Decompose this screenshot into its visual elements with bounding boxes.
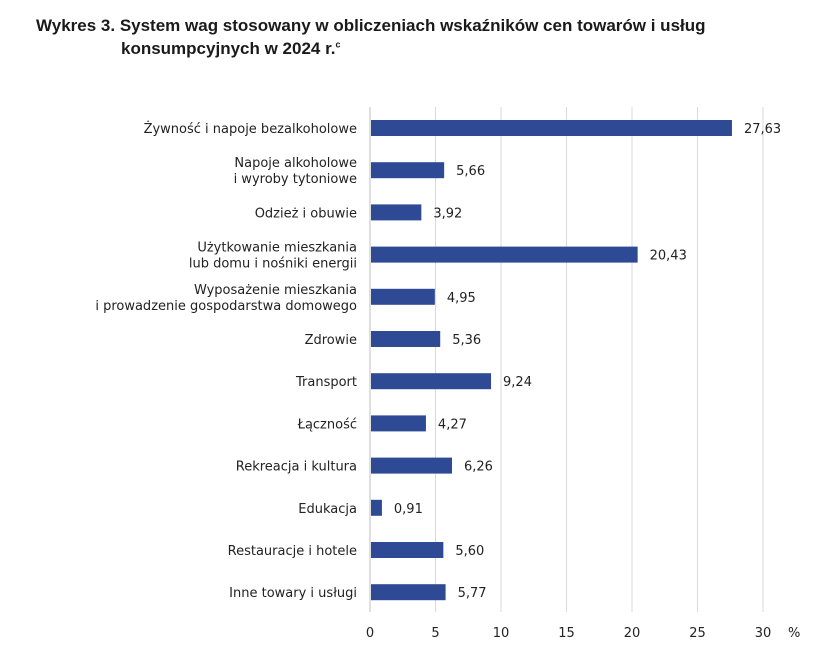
x-tick-label-6: 30	[755, 626, 772, 641]
bar-4	[371, 288, 435, 305]
bar-2	[371, 204, 422, 221]
value-label-0: 27,63	[744, 122, 781, 137]
value-label-2: 3,92	[433, 206, 462, 221]
value-label-5: 5,36	[452, 333, 481, 348]
category-label-1: Napoje alkoholowe i wyroby tytoniowe	[234, 156, 357, 187]
x-tick-label-0: 0	[366, 626, 374, 641]
chart-title-footnote: c	[335, 39, 341, 50]
bar-3	[371, 246, 638, 263]
category-label-3-line-1: lub domu i nośniki energii	[189, 257, 357, 272]
value-label-6: 9,24	[503, 375, 532, 390]
category-label-11: Inne towary i usługi	[229, 586, 357, 601]
bar-8	[371, 457, 453, 474]
category-label-2: Odzież i obuwie	[255, 206, 357, 221]
bar-6	[371, 373, 492, 390]
category-label-0: Żywność i napoje bezalkoholowe	[144, 121, 357, 137]
category-label-3: Użytkowanie mieszkania lub domu i nośniki…	[189, 241, 357, 272]
category-label-4-line-1: i prowadzenie gospodarstwa domowego	[95, 299, 357, 314]
bar-9	[371, 499, 382, 516]
value-label-8: 6,26	[464, 460, 493, 475]
category-label-9: Edukacja	[298, 502, 357, 517]
value-label-9: 0,91	[394, 502, 423, 517]
bar-11	[371, 584, 446, 601]
value-label-1: 5,66	[456, 164, 485, 179]
category-label-10: Restauracje i hotele	[228, 544, 357, 559]
x-tick-label-3: 15	[558, 626, 575, 641]
x-tick-label-1: 5	[431, 626, 439, 641]
chart-title-line2-wrap: konsumpcyjnych w 2024 r.c	[36, 37, 706, 60]
category-label-8: Rekreacja i kultura	[236, 460, 357, 475]
x-unit-label: %	[788, 626, 800, 641]
category-label-3-line-0: Użytkowanie mieszkania	[197, 241, 357, 256]
chart-title-line1: System wag stosowany w obliczeniach wska…	[119, 16, 706, 35]
category-label-4: Wyposażenie mieszkania i prowadzenie gosp…	[95, 283, 357, 314]
bar-1	[371, 162, 445, 179]
category-label-1-line-0: Napoje alkoholowe	[234, 156, 357, 171]
chart-title-prefix: Wykres 3.	[36, 16, 116, 35]
category-label-7: Łączność	[297, 417, 357, 432]
category-label-1-line-1: i wyroby tytoniowe	[234, 172, 357, 187]
value-label-3: 20,43	[650, 249, 687, 264]
bar-0	[371, 120, 732, 136]
value-label-11: 5,77	[458, 586, 487, 601]
value-label-4: 4,95	[447, 291, 476, 306]
x-tick-label-2: 10	[493, 626, 510, 641]
category-label-5: Zdrowie	[305, 333, 357, 348]
x-tick-label-5: 25	[689, 626, 706, 641]
bar-7	[371, 415, 426, 432]
chart-title: Wykres 3. System wag stosowany w oblicze…	[36, 14, 706, 60]
x-tick-label-4: 20	[624, 626, 641, 641]
category-label-6: Transport	[295, 375, 357, 390]
bar-10	[371, 542, 444, 558]
value-label-10: 5,60	[455, 544, 484, 559]
value-label-7: 4,27	[438, 417, 467, 432]
category-label-4-line-0: Wyposażenie mieszkania	[194, 283, 357, 298]
bar-5	[371, 331, 441, 347]
chart-title-line2: konsumpcyjnych w 2024 r.	[121, 39, 336, 58]
